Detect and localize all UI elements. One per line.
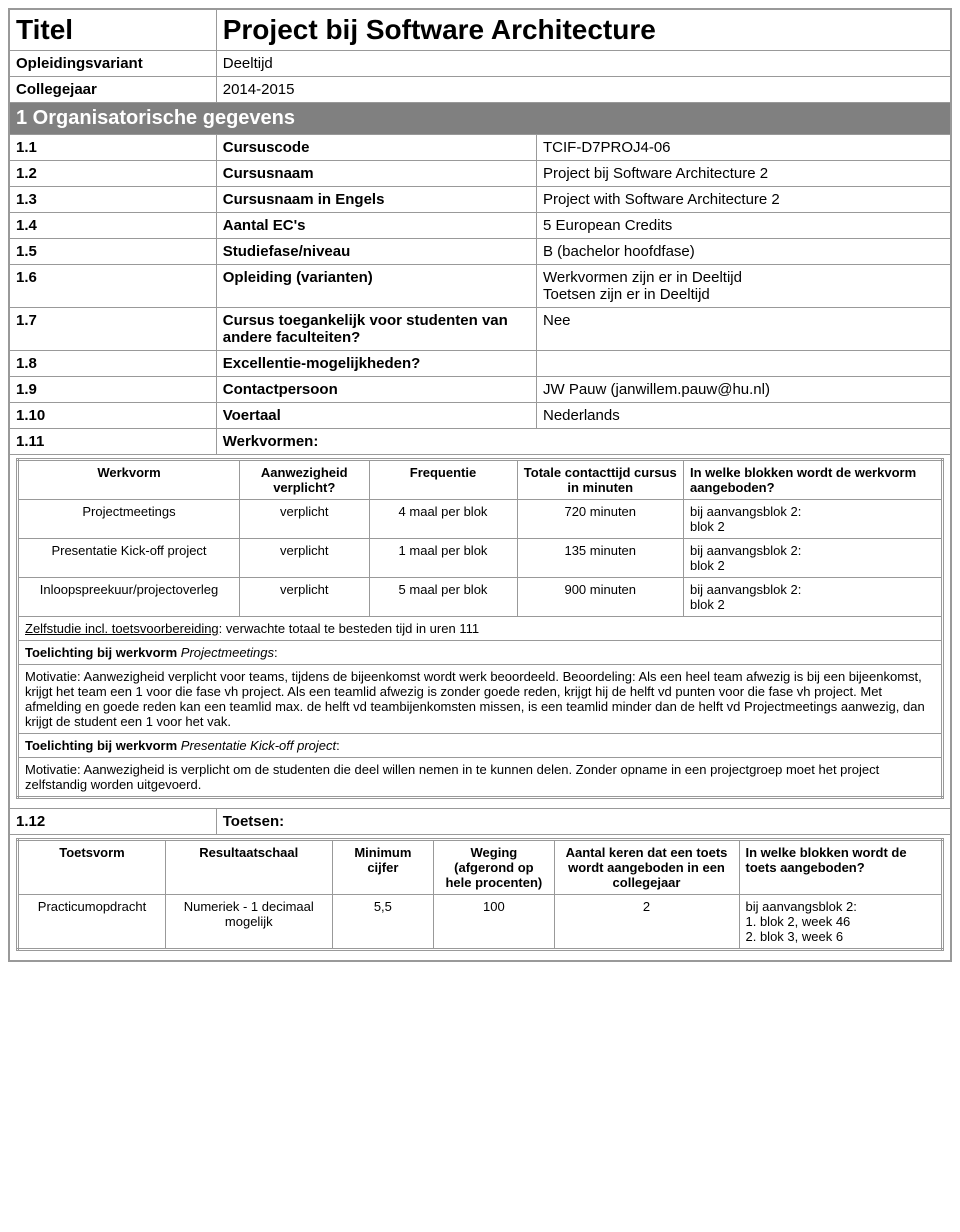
row-num: 1.2 [9, 161, 216, 187]
toetsen-table: Toetsvorm Resultaatschaal Minimum cijfer… [16, 838, 944, 951]
row-value: Project with Software Architecture 2 [537, 187, 952, 213]
row-num: 1.10 [9, 403, 216, 429]
wv-cell: 900 minuten [517, 578, 684, 617]
wv-cell: Inloopspreekuur/projectoverleg [18, 578, 240, 617]
t2-body: Motivatie: Aanwezigheid is verplicht om … [18, 758, 943, 798]
werkvormen-table: Werkvorm Aanwezigheid verplicht? Frequen… [16, 458, 944, 799]
t1-body: Motivatie: Aanwezigheid verplicht voor t… [18, 665, 943, 734]
row-label: Cursuscode [216, 135, 536, 161]
tt-cell: 2 [554, 895, 739, 950]
wv-cell: 720 minuten [517, 500, 684, 539]
t1-label: Toelichting bij werkvorm [25, 645, 181, 660]
zelfstudie-label: Zelfstudie incl. toetsvoorbereiding [25, 621, 219, 636]
row-value: Nee [537, 308, 952, 351]
row-label: Contactpersoon [216, 377, 536, 403]
row-value: 5 European Credits [537, 213, 952, 239]
wv-cell: 135 minuten [517, 539, 684, 578]
row-value: Nederlands [537, 403, 952, 429]
tt-h2: Minimum cijfer [332, 840, 434, 895]
wv-h2: Frequentie [369, 460, 517, 500]
t2-label: Toelichting bij werkvorm [25, 738, 181, 753]
row-label: Excellentie-mogelijkheden? [216, 351, 536, 377]
row-label: Cursus toegankelijk voor studenten van a… [216, 308, 536, 351]
year-value: 2014-2015 [223, 81, 295, 98]
row-label: Voertaal [216, 403, 536, 429]
row-label: Cursusnaam [216, 161, 536, 187]
tt-h1: Resultaatschaal [166, 840, 333, 895]
tt-cell: 100 [434, 895, 554, 950]
row-num: 1.3 [9, 187, 216, 213]
tt-h5: In welke blokken wordt de toets aangebod… [739, 840, 943, 895]
wv-cell: verplicht [240, 500, 370, 539]
wv-cell: bij aanvangsblok 2: blok 2 [684, 539, 943, 578]
wv-cell: 5 maal per blok [369, 578, 517, 617]
section1-bar: 1 Organisatorische gegevens [16, 107, 295, 129]
row-label: Cursusnaam in Engels [216, 187, 536, 213]
row-value [537, 351, 952, 377]
row-num: 1.4 [9, 213, 216, 239]
zelfstudie-rest: : verwachte totaal te besteden tijd in u… [219, 621, 479, 636]
variant-value: Deeltijd [223, 55, 273, 72]
row-value: Project bij Software Architecture 2 [537, 161, 952, 187]
tt-cell: Practicumopdracht [18, 895, 166, 950]
title-value: Project bij Software Architecture [223, 14, 656, 45]
title-label: Titel [16, 14, 73, 45]
row-num: 1.7 [9, 308, 216, 351]
row-num: 1.11 [9, 429, 216, 455]
row-label: Toetsen: [216, 809, 951, 835]
wv-cell: verplicht [240, 539, 370, 578]
row-label: Werkvormen: [216, 429, 951, 455]
wv-cell: bij aanvangsblok 2: blok 2 [684, 500, 943, 539]
row-num: 1.5 [9, 239, 216, 265]
t1-colon: : [274, 645, 278, 660]
tt-h4: Aantal keren dat een toets wordt aangebo… [554, 840, 739, 895]
variant-label: Opleidingsvariant [16, 55, 143, 72]
wv-cell: 1 maal per blok [369, 539, 517, 578]
row-label: Studiefase/niveau [216, 239, 536, 265]
t1-ital: Projectmeetings [181, 645, 274, 660]
wv-h3: Totale contacttijd cursus in minuten [517, 460, 684, 500]
wv-cell: Projectmeetings [18, 500, 240, 539]
t2-ital: Presentatie Kick-off project [181, 738, 336, 753]
wv-cell: bij aanvangsblok 2: blok 2 [684, 578, 943, 617]
row-num: 1.1 [9, 135, 216, 161]
wv-h1: Aanwezigheid verplicht? [240, 460, 370, 500]
row-num: 1.9 [9, 377, 216, 403]
row-num: 1.8 [9, 351, 216, 377]
tt-cell: 5,5 [332, 895, 434, 950]
tt-h0: Toetsvorm [18, 840, 166, 895]
row-label: Aantal EC's [216, 213, 536, 239]
wv-h0: Werkvorm [18, 460, 240, 500]
tt-h3: Weging (afgerond op hele procenten) [434, 840, 554, 895]
tt-cell: bij aanvangsblok 2: 1. blok 2, week 46 2… [739, 895, 943, 950]
row-value: JW Pauw (janwillem.pauw@hu.nl) [537, 377, 952, 403]
tt-cell: Numeriek - 1 decimaal mogelijk [166, 895, 333, 950]
row-value: TCIF-D7PROJ4-06 [537, 135, 952, 161]
row-num: 1.6 [9, 265, 216, 308]
wv-h4: In welke blokken wordt de werkvorm aange… [684, 460, 943, 500]
wv-cell: verplicht [240, 578, 370, 617]
row-num: 1.12 [9, 809, 216, 835]
row-value: B (bachelor hoofdfase) [537, 239, 952, 265]
wv-cell: Presentatie Kick-off project [18, 539, 240, 578]
outer-table: Titel Project bij Software Architecture … [8, 8, 952, 962]
t2-colon: : [336, 738, 340, 753]
row-value: Werkvormen zijn er in Deeltijd Toetsen z… [537, 265, 952, 308]
year-label: Collegejaar [16, 81, 97, 98]
wv-cell: 4 maal per blok [369, 500, 517, 539]
row-label: Opleiding (varianten) [216, 265, 536, 308]
